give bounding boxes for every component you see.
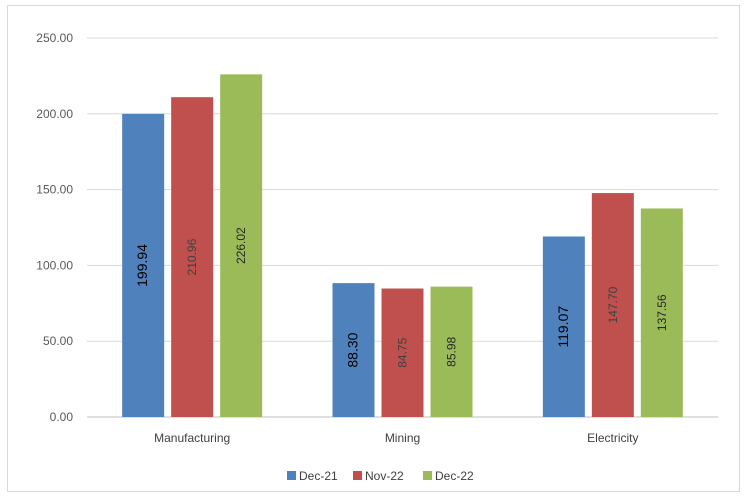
data-label: 137.56: [655, 294, 669, 331]
y-tick-label: 250.00: [36, 31, 73, 45]
data-label: 88.30: [345, 332, 361, 367]
data-label: 147.70: [606, 286, 620, 323]
bar: [542, 236, 585, 417]
legend-label: Dec-22: [435, 469, 474, 483]
data-label: 199.94: [134, 244, 150, 287]
x-tick-label: Mining: [385, 431, 420, 445]
legend-swatch: [423, 471, 432, 480]
data-label: 210.96: [185, 238, 199, 275]
bar: [171, 97, 214, 418]
x-tick-label: Electricity: [587, 431, 638, 445]
y-tick-label: 200.00: [36, 107, 73, 121]
legend-swatch: [353, 471, 362, 480]
data-label: 84.75: [396, 337, 410, 367]
bar: [591, 193, 634, 417]
y-tick-label: 50.00: [43, 334, 73, 348]
bar: [220, 74, 263, 417]
y-tick-label: 100.00: [36, 258, 73, 272]
bar: [640, 208, 683, 417]
bar: [122, 113, 165, 417]
data-label: 85.98: [445, 336, 459, 366]
legend-label: Dec-21: [299, 469, 338, 483]
bar: [381, 288, 424, 417]
data-label: 119.07: [555, 306, 571, 348]
y-tick-label: 150.00: [36, 183, 73, 197]
legend-label: Nov-22: [365, 469, 404, 483]
legend-swatch: [287, 471, 296, 480]
bar: [430, 286, 473, 417]
bar: [332, 283, 375, 417]
y-tick-label: 0.00: [50, 410, 74, 424]
data-label: 226.02: [234, 227, 248, 264]
x-tick-label: Manufacturing: [154, 431, 230, 445]
